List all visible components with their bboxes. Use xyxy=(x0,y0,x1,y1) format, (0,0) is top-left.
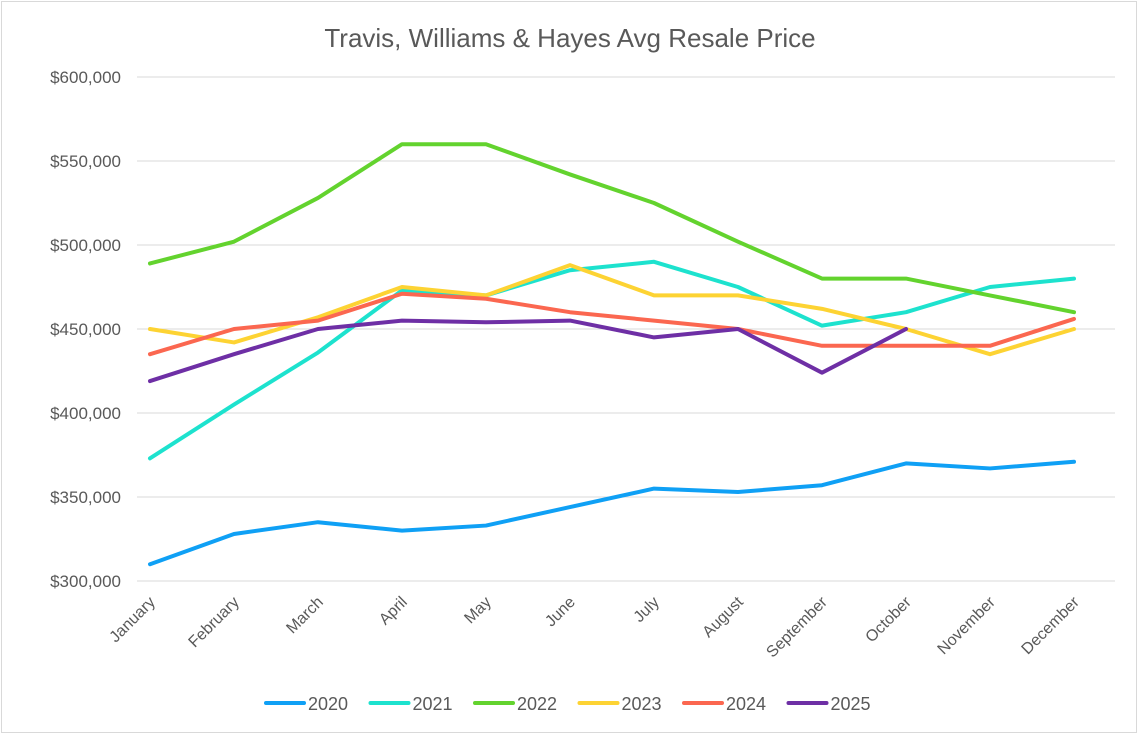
x-tick-label: February xyxy=(186,594,243,651)
x-tick-label: September xyxy=(763,593,831,661)
legend-label-2020: 2020 xyxy=(308,694,348,714)
series-line-2025 xyxy=(148,318,908,384)
legend-label-2025: 2025 xyxy=(831,694,871,714)
series-line-2023 xyxy=(148,263,1076,357)
x-tick-label: July xyxy=(631,594,663,626)
legend-label-2024: 2024 xyxy=(726,694,766,714)
y-tick-label: $450,000 xyxy=(50,320,121,339)
y-tick-label: $600,000 xyxy=(50,68,121,87)
x-tick-label: June xyxy=(542,594,579,631)
x-tick-label: October xyxy=(863,593,916,646)
x-tick-label: January xyxy=(107,594,159,646)
y-tick-label: $300,000 xyxy=(50,572,121,591)
legend-label-2022: 2022 xyxy=(517,694,557,714)
series-line-2024 xyxy=(148,291,1076,357)
legend-label-2023: 2023 xyxy=(622,694,662,714)
x-tick-label: December xyxy=(1019,593,1084,658)
y-tick-label: $350,000 xyxy=(50,488,121,507)
y-tick-label: $550,000 xyxy=(50,152,121,171)
y-tick-label: $500,000 xyxy=(50,236,121,255)
legend-label-2021: 2021 xyxy=(413,694,453,714)
chart-title: Travis, Williams & Hayes Avg Resale Pric… xyxy=(324,23,815,53)
x-tick-label: May xyxy=(461,594,494,627)
series-line-2021 xyxy=(148,259,1076,461)
x-tick-label: April xyxy=(376,594,411,629)
y-tick-label: $400,000 xyxy=(50,404,121,423)
series-line-2022 xyxy=(148,142,1076,315)
x-tick-label: August xyxy=(700,593,748,641)
series-line-2020 xyxy=(148,459,1076,567)
x-tick-label: November xyxy=(935,593,1000,658)
x-tick-label: March xyxy=(283,594,326,637)
